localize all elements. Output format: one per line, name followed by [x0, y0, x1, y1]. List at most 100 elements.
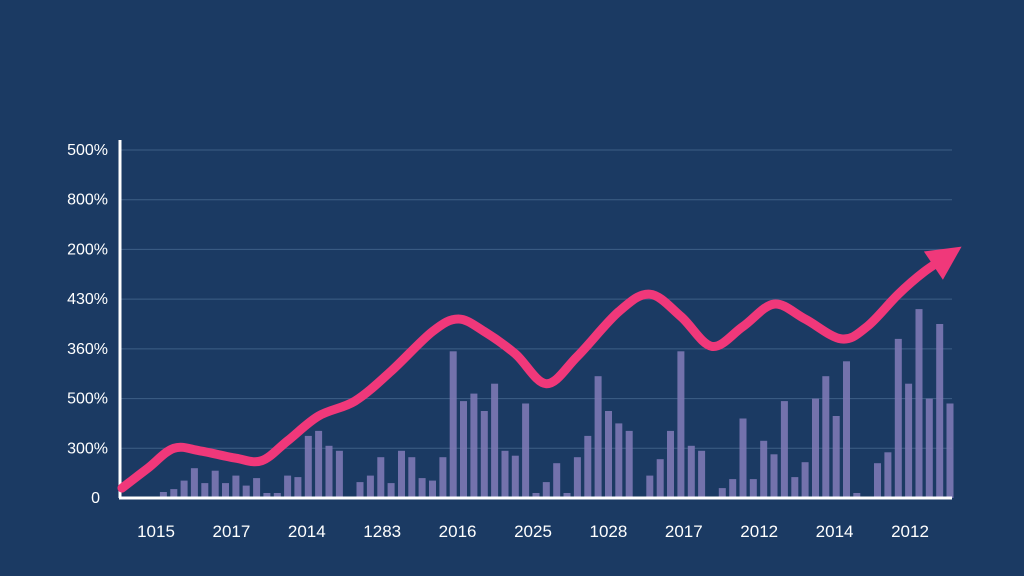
bar: [232, 475, 240, 498]
bars: [159, 309, 954, 498]
bar: [522, 403, 530, 498]
bar: [315, 430, 323, 498]
bar: [460, 401, 467, 498]
bar: [242, 485, 250, 498]
bar: [325, 445, 333, 498]
bar: [760, 440, 768, 498]
trend-line: [117, 249, 955, 493]
bar: [698, 450, 706, 498]
axes: [118, 140, 952, 500]
bar: [180, 480, 188, 498]
grid-lines: [120, 149, 952, 449]
bar: [511, 455, 519, 498]
bar: [449, 351, 457, 498]
bar: [222, 483, 229, 498]
bar: [480, 411, 488, 498]
x-tick-label: 2012: [740, 522, 778, 541]
bar: [501, 450, 509, 498]
bar: [812, 398, 819, 498]
bar: [853, 493, 861, 498]
bar: [770, 454, 778, 498]
bar: [491, 383, 499, 498]
y-tick-label: 0: [91, 490, 100, 507]
y-tick-label: 500%: [67, 142, 108, 159]
x-tick-labels: 1015 2017 2014 1283 2016 2025 1028 2017 2012 2014…: [137, 522, 929, 541]
bar: [677, 351, 685, 498]
bar: [915, 309, 923, 498]
bar: [398, 450, 405, 498]
bar: [739, 418, 747, 498]
bar: [418, 478, 426, 498]
bar: [542, 482, 550, 498]
bar: [605, 411, 612, 498]
bar: [718, 488, 726, 498]
bar: [377, 457, 385, 498]
bar: [905, 383, 913, 498]
y-tick-label: 500%: [67, 391, 108, 408]
bar: [263, 493, 271, 498]
y-tick-label: 800%: [67, 192, 108, 209]
bar: [470, 393, 478, 498]
x-tick-label: 1015: [137, 522, 175, 541]
trend-arrowhead: [923, 246, 962, 280]
bar: [822, 376, 830, 498]
bar: [366, 475, 374, 498]
bar: [801, 462, 809, 498]
bar: [832, 416, 840, 498]
bar: [925, 398, 933, 498]
bar: [667, 430, 674, 498]
bar: [190, 468, 198, 498]
bar: [553, 463, 561, 498]
bar: [284, 475, 292, 498]
bar: [356, 482, 364, 498]
y-tick-label: 300%: [67, 440, 108, 457]
bar: [159, 492, 167, 498]
bar: [573, 457, 581, 498]
bar: [874, 463, 881, 498]
bar: [429, 480, 436, 498]
bar: [294, 477, 302, 498]
bar: [625, 430, 633, 498]
x-tick-label: 2012: [891, 522, 929, 541]
bar: [594, 376, 602, 498]
bar: [894, 338, 902, 498]
bar: [687, 445, 695, 498]
bar: [946, 403, 954, 498]
bar: [749, 479, 757, 498]
bar: [780, 401, 788, 498]
bar: [791, 477, 799, 498]
y-tick-label: 200%: [67, 241, 108, 258]
y-tick-labels: 0 300% 500% 360% 430% 200% 800% 500%: [67, 142, 108, 507]
y-tick-label: 360%: [67, 341, 108, 358]
bar: [201, 483, 209, 498]
x-tick-label: 2014: [816, 522, 854, 541]
bar: [211, 470, 219, 498]
bar: [615, 423, 623, 498]
bar: [170, 489, 178, 498]
bar: [584, 435, 592, 498]
bar: [304, 435, 312, 498]
y-tick-label: 430%: [67, 291, 108, 308]
bar: [408, 457, 416, 498]
bar: [335, 450, 343, 498]
bar: [646, 475, 654, 498]
bar: [729, 479, 737, 498]
x-tick-label: 2025: [514, 522, 552, 541]
x-tick-label: 2017: [665, 522, 703, 541]
bar: [936, 324, 944, 498]
bar: [253, 478, 261, 498]
bar: [843, 361, 850, 498]
trend-line-group: [117, 246, 962, 493]
x-tick-label: 2017: [212, 522, 250, 541]
bar: [273, 493, 281, 498]
x-tick-label: 2016: [439, 522, 477, 541]
x-tick-label: 1283: [363, 522, 401, 541]
bar: [439, 457, 447, 498]
x-tick-label: 1028: [589, 522, 627, 541]
bar: [656, 459, 664, 498]
bar: [387, 483, 395, 498]
bar: [532, 493, 540, 498]
x-tick-label: 2014: [288, 522, 326, 541]
bar: [884, 452, 892, 498]
